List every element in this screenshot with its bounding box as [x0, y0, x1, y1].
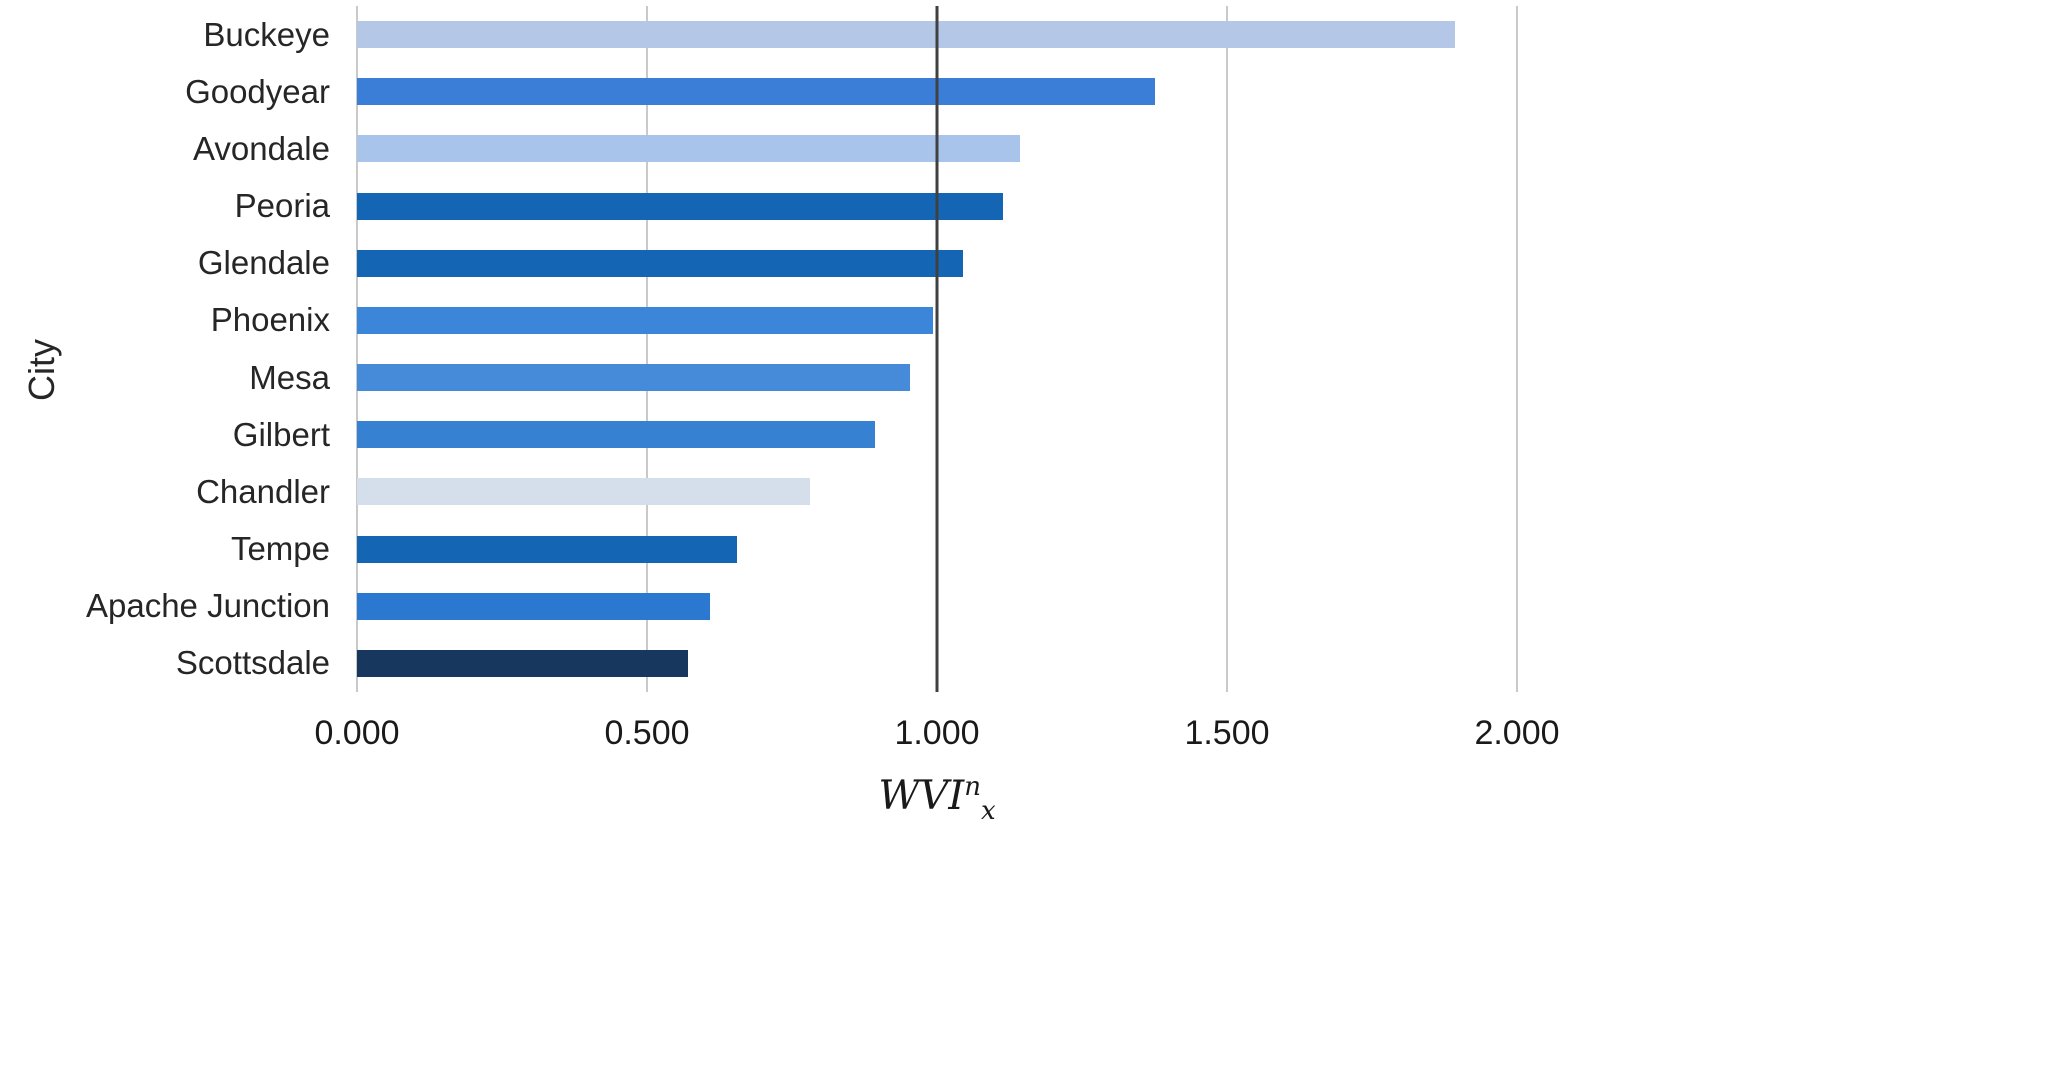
- bar: [357, 78, 1156, 106]
- category-label: Apache Junction: [85, 587, 330, 625]
- bar-row: [357, 178, 1517, 235]
- bar-row: [357, 406, 1517, 463]
- bar: [357, 649, 689, 677]
- x-tick-label: 1.000: [894, 714, 980, 752]
- bar: [357, 135, 1020, 163]
- category-label: Peoria: [234, 187, 330, 225]
- x-axis-title-subscript: x: [980, 796, 996, 826]
- bar-row: [357, 120, 1517, 177]
- category-label: Scottsdale: [175, 644, 330, 682]
- gridline: [646, 6, 648, 692]
- bar-row: [357, 6, 1517, 63]
- bar: [357, 364, 910, 392]
- bar-row: [357, 349, 1517, 406]
- plot-area: [356, 6, 1518, 692]
- category-label: Tempe: [230, 530, 330, 568]
- bar-row: [357, 63, 1517, 120]
- bar: [357, 478, 810, 506]
- category-label: Chandler: [196, 472, 330, 510]
- bars-layer: [357, 6, 1517, 692]
- bar: [357, 249, 964, 277]
- bar: [357, 592, 711, 620]
- x-tick-label: 0.000: [314, 714, 400, 752]
- gridline: [1226, 6, 1228, 692]
- gridline: [356, 6, 358, 692]
- bar: [357, 306, 933, 334]
- gridline: [1516, 6, 1518, 692]
- category-label: Phoenix: [210, 301, 330, 339]
- category-label: Glendale: [197, 244, 330, 282]
- category-label: Mesa: [249, 358, 330, 396]
- category-label: Avondale: [192, 129, 330, 167]
- bar: [357, 192, 1004, 220]
- bar: [357, 421, 875, 449]
- x-axis-title-base: WVI: [878, 773, 965, 819]
- bar: [357, 535, 737, 563]
- bar-row: [357, 578, 1517, 635]
- x-tick-label: 2.000: [1474, 714, 1560, 752]
- category-label: Goodyear: [185, 72, 330, 110]
- bar-row: [357, 292, 1517, 349]
- category-label: Buckeye: [203, 15, 330, 53]
- bar-row: [357, 235, 1517, 292]
- reference-line: [935, 6, 939, 692]
- y-axis-category-labels: Buckeye Goodyear Avondale Peoria Glendale Pho…: [0, 6, 330, 692]
- x-tick-label: 0.500: [604, 714, 690, 752]
- x-axis-title-superscript: n: [964, 772, 981, 802]
- x-tick-label: 1.500: [1184, 714, 1270, 752]
- bar-row: [357, 635, 1517, 692]
- x-axis-title: WVInx: [357, 772, 1517, 826]
- category-label: Gilbert: [232, 415, 330, 453]
- bar-row: [357, 463, 1517, 520]
- bar: [357, 21, 1455, 49]
- x-axis-tick-labels: 0.000 0.500 1.000 1.500 2.000: [314, 714, 1559, 760]
- bar-row: [357, 521, 1517, 578]
